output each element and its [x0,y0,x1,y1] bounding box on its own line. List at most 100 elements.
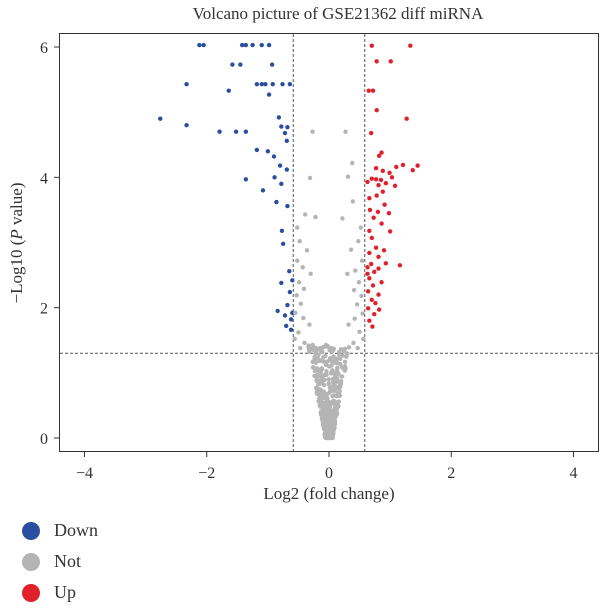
data-point-up [365,179,370,185]
data-point-not-fill [333,386,339,391]
data-point-up [369,43,374,48]
legend-label-down: Down [54,520,98,540]
data-point-not-fill [339,365,345,370]
data-point-not [292,336,297,342]
data-point-up [374,193,379,198]
data-point-not [302,212,308,217]
data-point-up [369,297,374,303]
data-point-not-fill [338,361,343,367]
data-point-up [372,311,377,317]
data-point-down [250,42,255,48]
data-point-not-fill [306,347,312,352]
data-point-up [367,318,372,323]
data-point-down [277,163,283,168]
data-point-not-fill [325,343,330,349]
data-point-not [301,315,306,321]
x-tick-label: 2 [447,465,455,482]
data-point-not [307,175,313,181]
data-point-not-fill [338,384,343,390]
data-point-up [365,306,371,311]
data-point-up [383,261,389,266]
y-axis-label: −Log10 (P value) [7,182,26,303]
data-point-up [386,210,392,216]
data-point-not [340,216,345,221]
data-point-down [288,317,294,322]
data-point-down [287,81,293,87]
data-point-up [394,164,399,170]
y-tick-label: 6 [40,40,48,57]
data-point-up [371,215,376,220]
data-point-not [359,258,365,263]
data-point-down [260,188,266,193]
data-point-up [380,189,385,194]
data-point-down [290,310,295,316]
data-point-not [298,345,303,351]
data-point-not-fill [336,352,342,357]
data-point-down [259,42,264,48]
data-point-down [285,124,290,130]
data-point-not-fill [328,371,334,376]
data-point-not-fill [321,355,326,360]
data-point-not-fill [306,343,311,348]
data-point-not-fill [324,369,329,374]
data-point-up [392,183,398,189]
legend-item-not: Not [22,546,98,577]
data-point-not [348,247,354,252]
data-point-not [354,302,360,307]
data-point-up [368,261,374,267]
threshold-lines [60,34,598,451]
data-point-not [345,174,351,179]
data-point-up [369,176,374,181]
data-point-not-fill [330,430,336,435]
data-point-not [296,330,301,335]
y-axis-label-suffix: value) [7,182,26,229]
data-point-not-fill [341,348,347,354]
data-point-not-fill [339,374,345,379]
data-point-not-fill [330,410,335,415]
data-point-down [243,177,249,182]
data-point-down [284,323,289,329]
data-point-up [378,177,384,183]
data-point-not-fill [310,347,316,352]
data-point-not-fill [331,377,336,382]
data-point-not [302,340,307,346]
data-point-not-fill [320,349,325,355]
data-point-down [270,81,275,87]
data-point-up [367,207,373,213]
data-point-up [379,150,384,155]
data-point-not [356,280,362,285]
data-point-up [376,182,381,188]
data-point-not-fill [334,360,339,366]
data-point-not [304,248,310,253]
data-point-down [217,129,222,134]
data-point-down [285,302,290,308]
data-point-not-fill [314,390,320,395]
data-point-down [265,149,271,154]
data-point-not-fill [326,381,331,386]
data-point-up [376,254,381,260]
data-point-up [400,162,406,168]
data-point-not [343,129,348,134]
data-point-not-fill [318,369,323,375]
data-point-not-fill [312,368,318,374]
data-point-up [388,59,393,64]
data-point-up [382,202,387,207]
data-point-up [381,248,387,253]
data-point-not [294,293,299,298]
data-point-not-fill [331,420,336,425]
data-point-not-fill [330,360,336,365]
data-point-not-fill [321,420,326,425]
data-point-not-fill [327,356,333,361]
legend-item-down: Down [22,515,98,546]
data-point-up [373,177,379,182]
data-point-down [266,42,272,48]
x-tick-label: 0 [325,465,333,482]
data-point-not-fill [334,367,340,372]
data-point-up [374,108,379,113]
data-point-down [239,42,245,48]
data-point-up [367,195,372,201]
data-point-up [376,153,382,159]
data-point-not-fill [320,410,325,415]
data-point-up [408,43,413,48]
data-point-down [259,81,264,87]
